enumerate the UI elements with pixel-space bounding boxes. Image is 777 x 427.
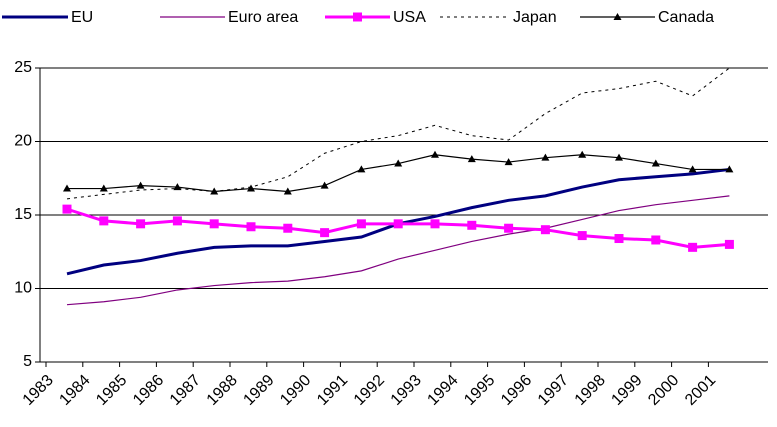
x-tick-label: 1997 (535, 372, 572, 409)
legend-label: USA (393, 9, 426, 26)
data-point (62, 204, 72, 214)
x-tick-label: 1992 (351, 372, 388, 409)
y-tick-label: 20 (14, 133, 32, 150)
data-point (394, 159, 403, 167)
data-point (136, 219, 146, 229)
y-tick-label: 25 (14, 59, 32, 76)
data-point (99, 184, 108, 192)
x-tick-label: 1990 (277, 372, 314, 409)
data-point (541, 153, 550, 161)
data-point (172, 216, 182, 226)
legend-marker (353, 12, 362, 22)
x-tick-label: 1983 (20, 372, 57, 409)
x-tick-label: 1987 (167, 372, 204, 409)
x-tick-label: 1985 (93, 372, 130, 409)
data-point (320, 228, 330, 238)
data-point (651, 235, 661, 245)
x-tick-label: 2000 (645, 372, 682, 409)
series-line (66, 195, 730, 306)
data-point (357, 165, 366, 173)
legend-label: Canada (658, 9, 714, 26)
data-point (63, 184, 71, 192)
data-point (247, 184, 255, 192)
data-point (467, 155, 476, 163)
data-point (540, 225, 550, 235)
y-tick-label: 5 (23, 353, 32, 370)
data-point (173, 183, 182, 191)
data-point (393, 219, 403, 229)
x-tick-label: 1999 (608, 372, 645, 409)
y-tick-label: 10 (14, 280, 32, 297)
legend-marker (613, 13, 622, 20)
legend-label: EU (71, 9, 93, 26)
data-point (724, 239, 734, 249)
x-tick-label: 1994 (424, 372, 461, 409)
data-point (577, 231, 587, 241)
data-point (614, 234, 624, 244)
x-tick-label: 1995 (461, 372, 498, 409)
data-point (615, 153, 623, 161)
data-point (99, 216, 109, 226)
data-point (725, 165, 734, 173)
data-point (136, 181, 145, 189)
data-point (320, 181, 329, 189)
x-tick-label: 1998 (572, 372, 609, 409)
data-point (467, 220, 477, 230)
x-tick-label: 1996 (498, 372, 535, 409)
data-point (578, 150, 587, 158)
data-point (210, 187, 219, 195)
y-tick-label: 15 (14, 206, 32, 223)
x-tick-label: 1988 (204, 372, 241, 409)
data-point (356, 219, 366, 229)
data-point (504, 223, 514, 233)
x-tick-label: 1989 (240, 372, 277, 409)
data-point (688, 242, 698, 252)
legend-label: Japan (513, 9, 557, 26)
data-point (430, 219, 440, 229)
x-tick-label: 1986 (130, 372, 167, 409)
data-point (283, 223, 293, 233)
legend-label: Euro area (228, 9, 298, 26)
x-tick-label: 2001 (682, 372, 719, 409)
x-tick-label: 1984 (56, 372, 93, 409)
data-point (209, 219, 219, 229)
x-tick-label: 1993 (388, 372, 425, 409)
data-point (504, 158, 513, 166)
data-point (651, 159, 660, 167)
data-point (246, 222, 256, 232)
x-tick-label: 1991 (314, 372, 351, 409)
data-point (688, 165, 697, 173)
data-point (283, 187, 292, 195)
data-point (431, 150, 439, 158)
